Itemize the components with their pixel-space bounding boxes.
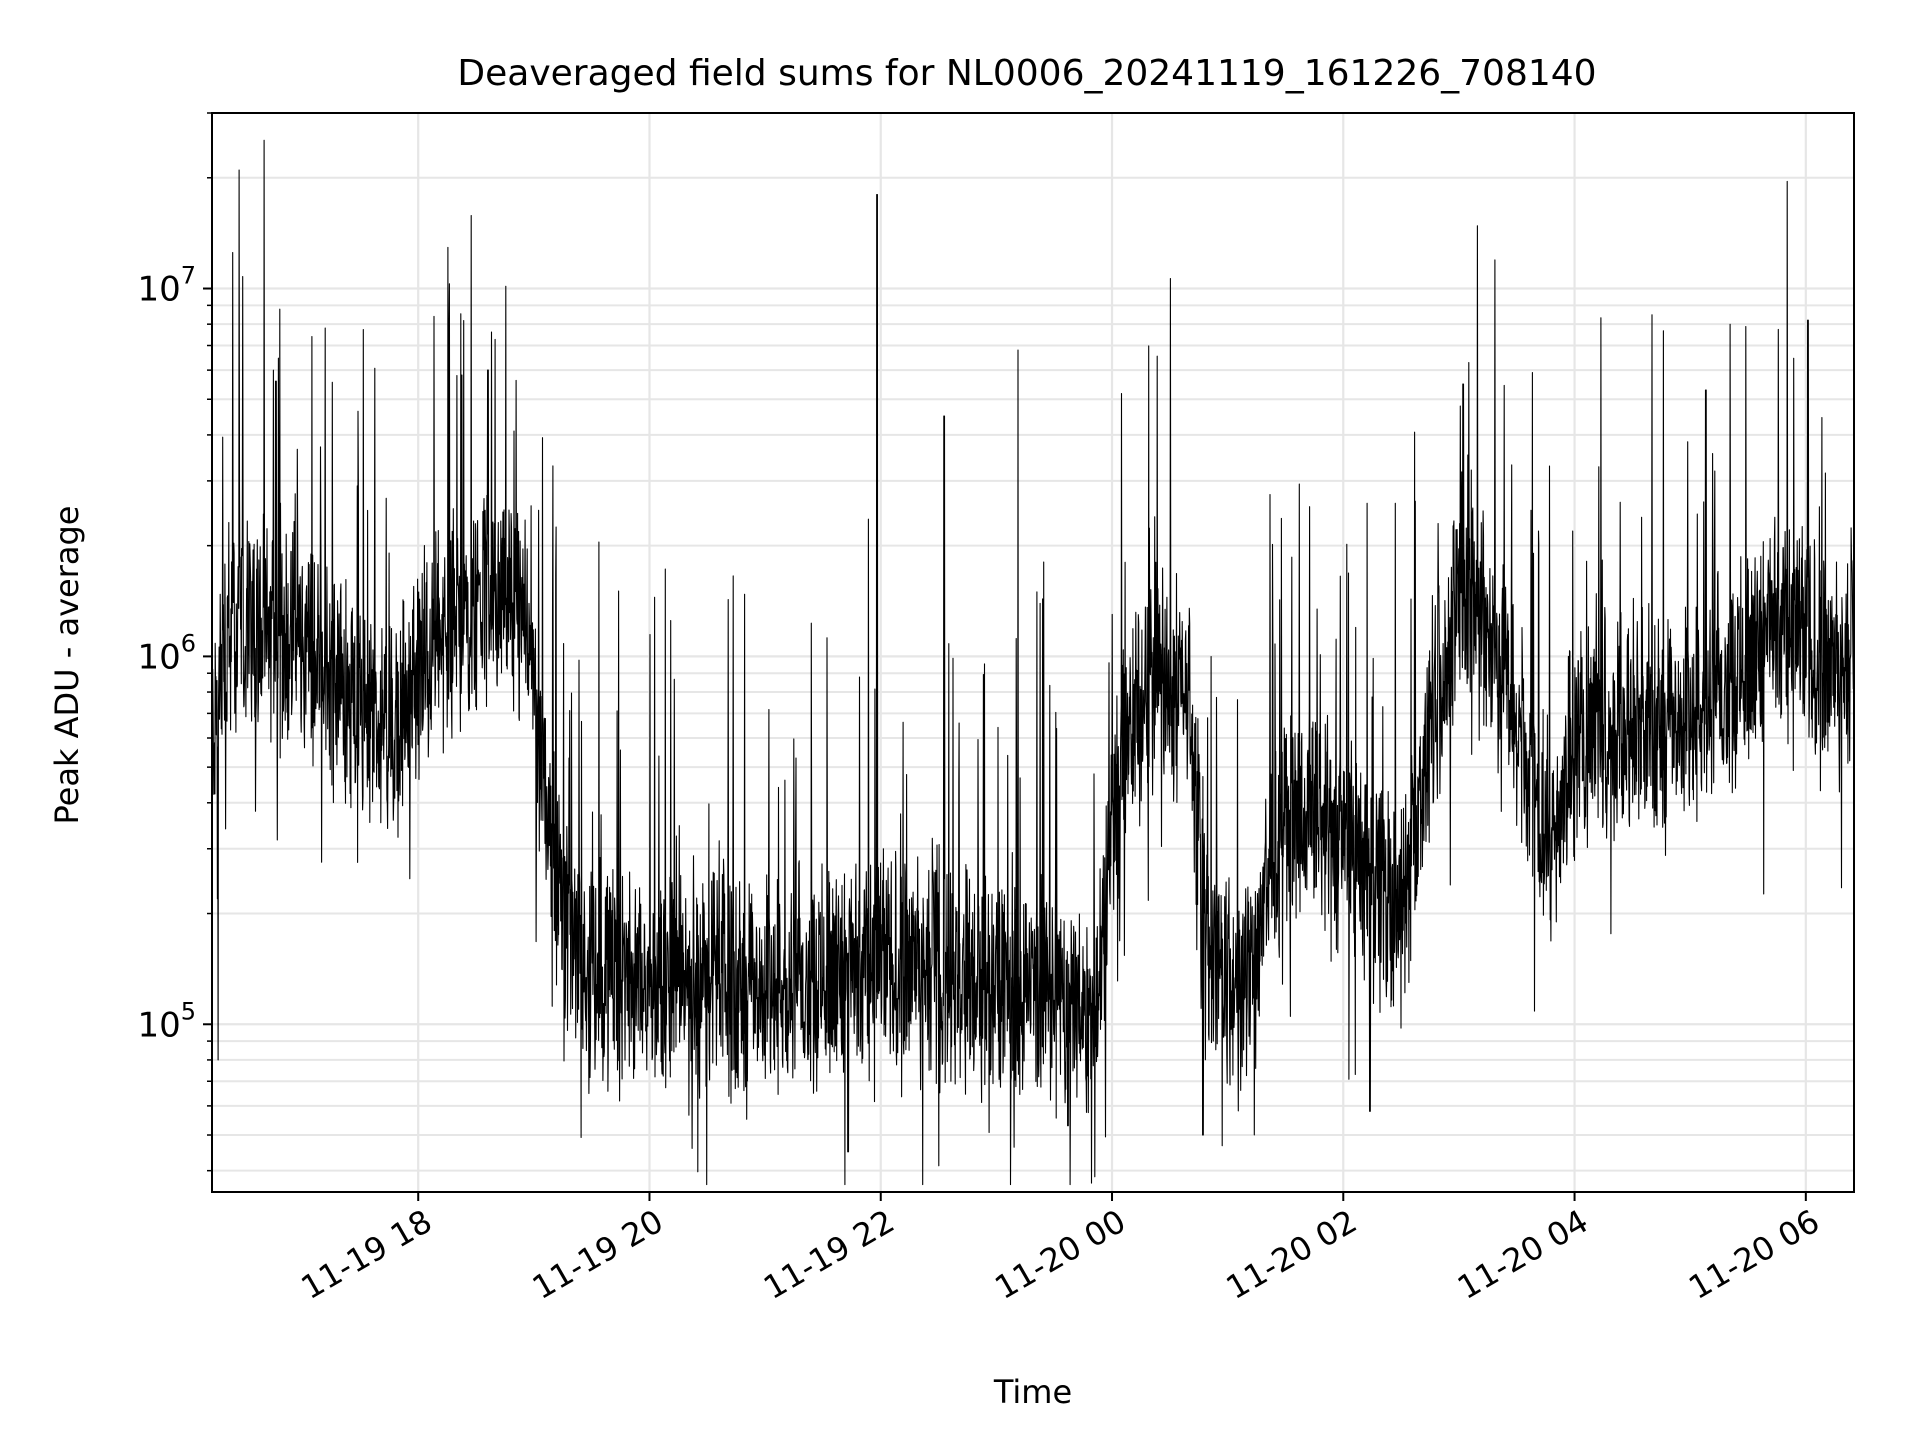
- y-tick-label: 107: [137, 262, 196, 310]
- y-tick-label: 105: [137, 997, 196, 1045]
- plot-frame: [211, 112, 1855, 1193]
- series-path: [211, 139, 1855, 1186]
- series-line: [211, 139, 1855, 1186]
- y-axis: 105 106 107: [137, 112, 212, 1172]
- y-tick-label: 106: [137, 629, 196, 677]
- chart-title: Deaveraged field sums for NL0006_2024111…: [457, 53, 1596, 94]
- x-axis-label: Time: [993, 1373, 1072, 1411]
- y-axis-label: Peak ADU - average: [48, 506, 86, 825]
